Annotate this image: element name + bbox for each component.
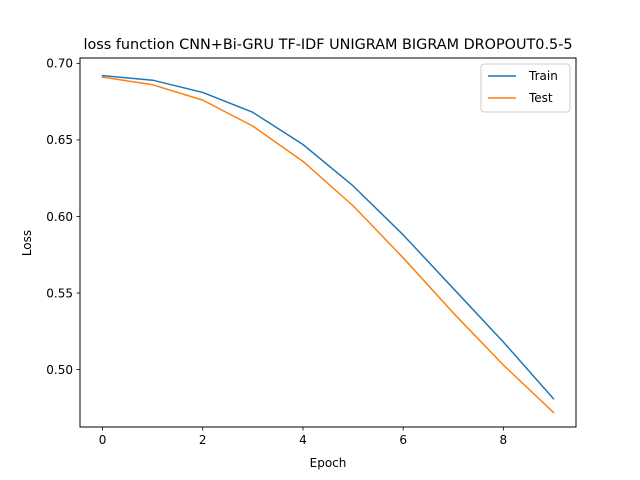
x-tick-label: 4 [299,433,307,447]
x-tick-label: 8 [500,433,508,447]
x-ticks: 0 2 4 6 8 [99,427,507,447]
y-tick-label: 0.70 [46,57,73,71]
y-axis-label: Loss [20,230,34,256]
x-axis-label: Epoch [310,456,347,470]
y-ticks: 0.50 0.55 0.60 0.65 0.70 [46,57,80,377]
chart-title: loss function CNN+Bi-GRU TF-IDF UNIGRAM … [83,37,572,53]
y-tick-label: 0.65 [46,133,73,147]
y-tick-label: 0.50 [46,363,73,377]
x-tick-label: 6 [399,433,407,447]
series-line-test [101,76,555,414]
axes-frame [79,57,577,428]
legend: Train Test [480,63,571,113]
x-tick-label: 0 [99,433,107,447]
y-tick-label: 0.60 [46,210,73,224]
x-tick-label: 2 [199,433,207,447]
y-tick-label: 0.55 [46,286,73,300]
legend-label-train: Train [528,69,558,83]
lines-layer [101,74,555,414]
series-line-train [101,74,555,400]
legend-label-test: Test [528,91,553,105]
plot-area: 0 2 4 6 8 0.50 0.55 0.60 0.65 0.70 [46,57,577,447]
